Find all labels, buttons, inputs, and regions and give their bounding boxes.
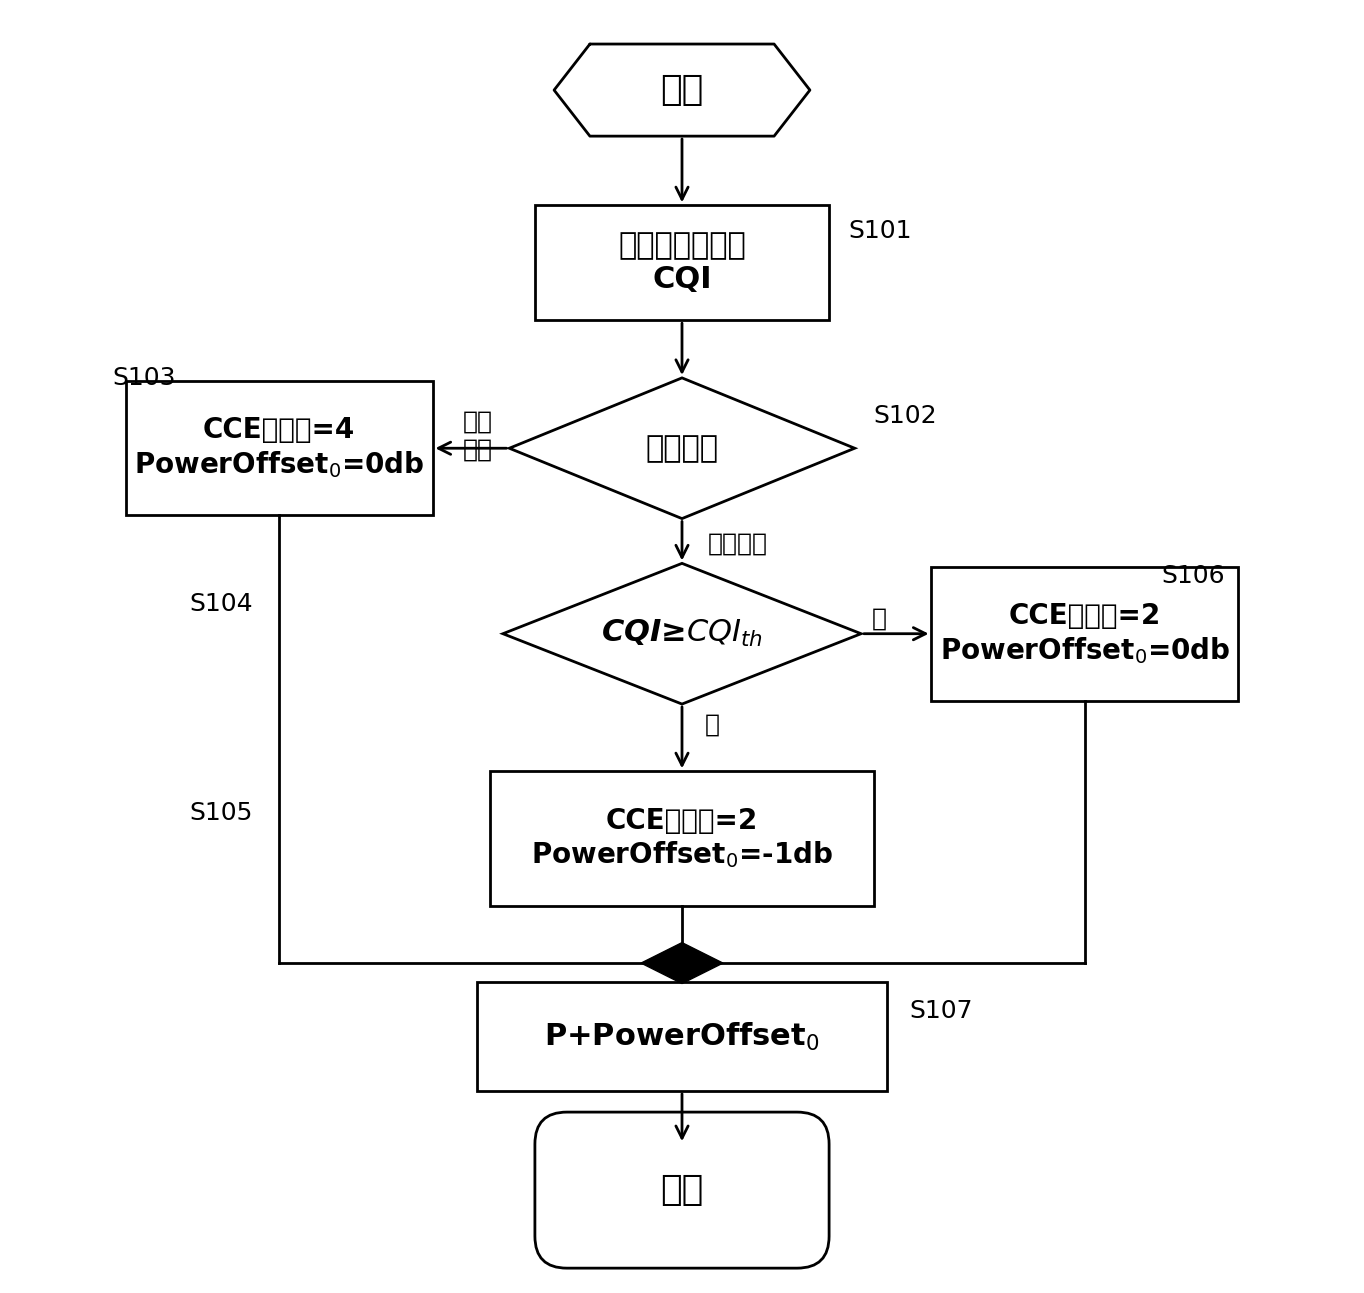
Bar bbox=[125, 381, 432, 516]
Text: 否: 否 bbox=[872, 606, 887, 631]
Text: 获取用户类型及
CQI: 获取用户类型及 CQI bbox=[618, 231, 746, 294]
Text: S107: S107 bbox=[910, 999, 973, 1023]
FancyBboxPatch shape bbox=[535, 1112, 829, 1268]
Text: CCE聚合度=2
PowerOffset$_0$=0db: CCE聚合度=2 PowerOffset$_0$=0db bbox=[940, 603, 1230, 666]
Polygon shape bbox=[682, 943, 723, 984]
Text: S102: S102 bbox=[874, 405, 937, 428]
Text: 用户类型: 用户类型 bbox=[645, 433, 719, 463]
Text: 开始: 开始 bbox=[660, 74, 704, 107]
Text: CCE聚合度=4
PowerOffset$_0$=0db: CCE聚合度=4 PowerOffset$_0$=0db bbox=[134, 416, 424, 480]
Text: S103: S103 bbox=[113, 366, 176, 390]
Bar bbox=[932, 566, 1239, 701]
Text: P+PowerOffset$_0$: P+PowerOffset$_0$ bbox=[544, 1020, 820, 1053]
Polygon shape bbox=[503, 564, 861, 705]
Text: 中心用户: 中心用户 bbox=[708, 531, 768, 556]
Bar bbox=[490, 771, 874, 905]
Bar bbox=[477, 983, 887, 1091]
Bar bbox=[535, 206, 829, 321]
Text: CQI≥$CQI_{th}$: CQI≥$CQI_{th}$ bbox=[602, 618, 762, 649]
Text: S101: S101 bbox=[848, 219, 911, 243]
Text: 结束: 结束 bbox=[660, 1173, 704, 1208]
Polygon shape bbox=[641, 943, 682, 984]
Text: S106: S106 bbox=[1162, 564, 1225, 588]
Text: CCE聚合度=2
PowerOffset$_0$=-1db: CCE聚合度=2 PowerOffset$_0$=-1db bbox=[531, 807, 833, 870]
Polygon shape bbox=[509, 378, 855, 518]
Text: S104: S104 bbox=[190, 592, 254, 617]
Text: S105: S105 bbox=[190, 800, 252, 825]
Text: 边缘
用户: 边缘 用户 bbox=[462, 410, 492, 462]
Text: 是: 是 bbox=[705, 712, 720, 737]
